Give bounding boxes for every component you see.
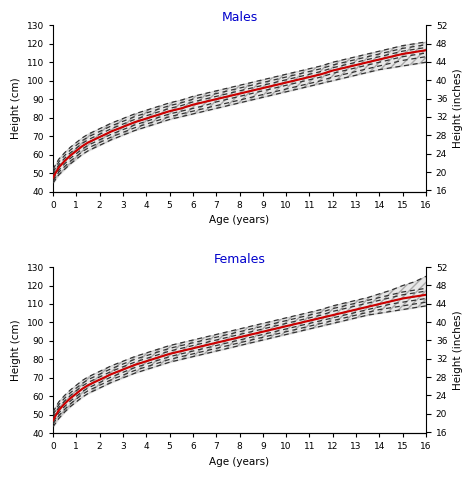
Title: Males: Males	[221, 11, 258, 24]
Y-axis label: Height (cm): Height (cm)	[11, 319, 21, 381]
Y-axis label: Height (cm): Height (cm)	[11, 77, 21, 139]
Y-axis label: Height (inches): Height (inches)	[453, 68, 463, 148]
Title: Females: Females	[214, 253, 265, 266]
X-axis label: Age (years): Age (years)	[210, 215, 270, 225]
X-axis label: Age (years): Age (years)	[210, 457, 270, 467]
Y-axis label: Height (inches): Height (inches)	[453, 310, 463, 390]
